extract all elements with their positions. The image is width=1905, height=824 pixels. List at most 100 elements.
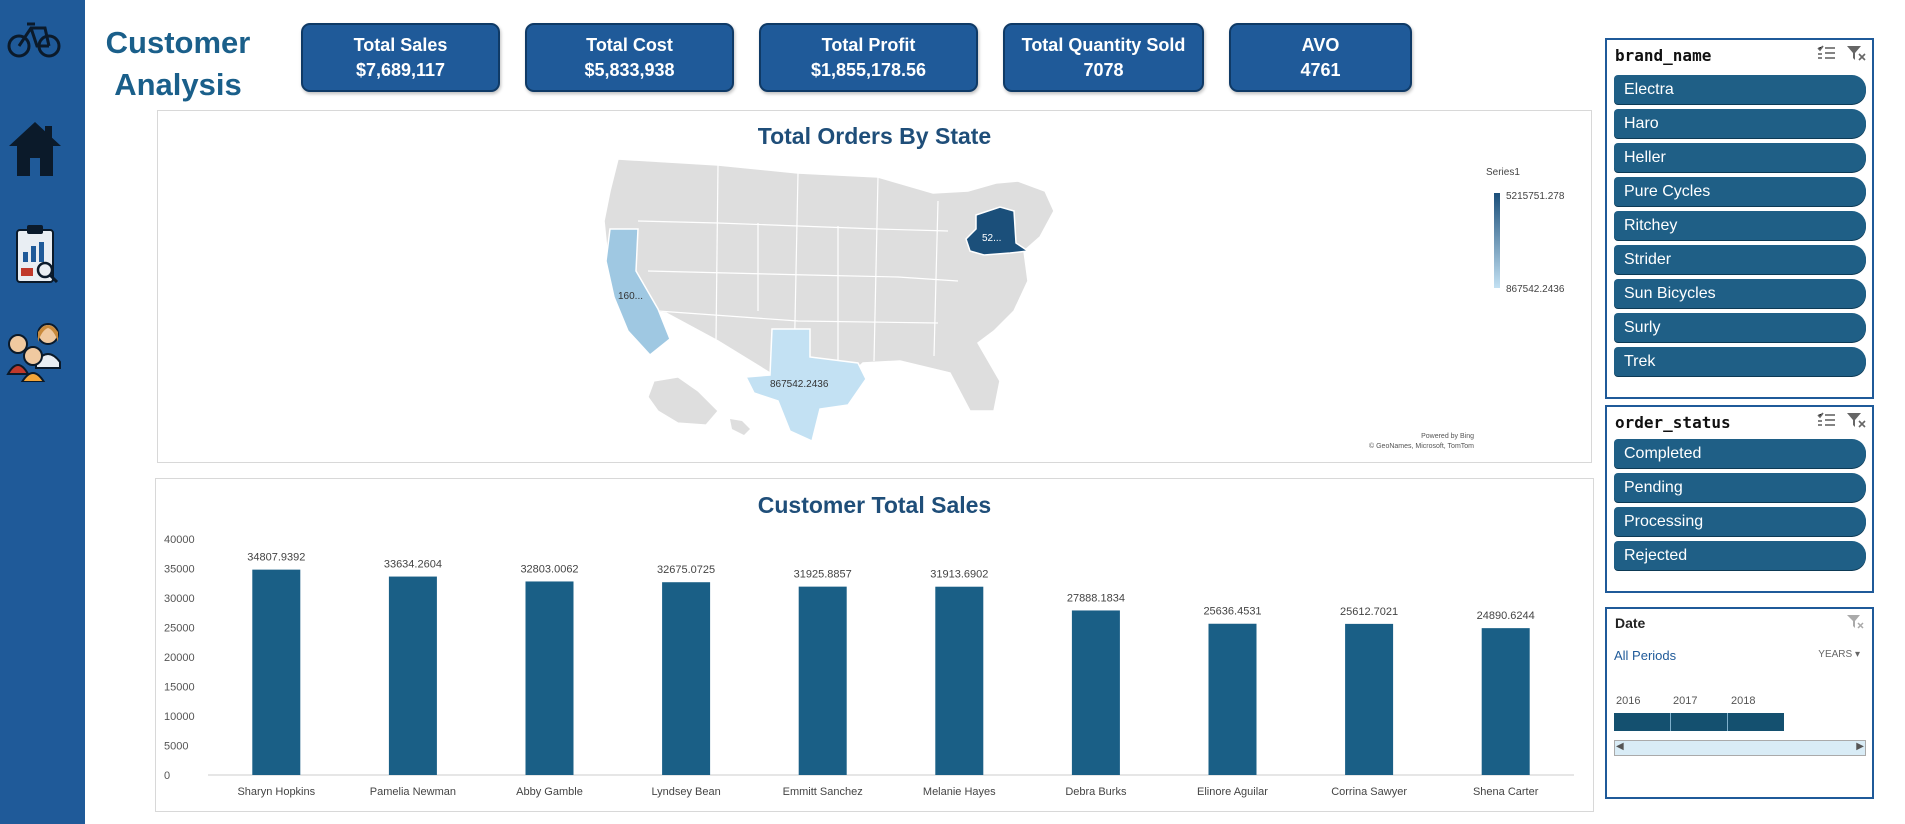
- year-label-2016: 2016: [1616, 695, 1641, 707]
- timeline-bar[interactable]: [1614, 713, 1784, 731]
- y-tick-label: 35000: [164, 564, 195, 576]
- multi-select-icon[interactable]: [1816, 412, 1836, 433]
- bar[interactable]: [798, 586, 847, 775]
- y-tick-label: 10000: [164, 711, 195, 723]
- map-panel[interactable]: Total Orders By State 52... 160... 86754…: [157, 110, 1592, 463]
- slicer-item-heller[interactable]: Heller: [1614, 143, 1866, 172]
- slicer-item-sun-bicycles[interactable]: Sun Bicycles: [1614, 279, 1866, 308]
- slicer-date-timeline[interactable]: Date All Periods YEARS ▾ 2016 2017 2018 …: [1605, 607, 1874, 799]
- clear-filter-icon[interactable]: [1846, 614, 1864, 635]
- date-period-label: All Periods: [1614, 648, 1677, 663]
- map-label-ny: 52...: [982, 233, 1001, 244]
- timeline-segment[interactable]: [1671, 713, 1728, 731]
- texas-shape: [744, 328, 867, 443]
- kpi-label: Total Cost: [586, 35, 673, 55]
- customer-sales-bar-chart[interactable]: 0 5000 10000 15000 20000 25000 30000 35000 40000…: [156, 479, 1595, 813]
- y-tick-label: 5000: [164, 741, 188, 753]
- date-slicer-title: Date: [1615, 615, 1646, 631]
- slicer-item-processing[interactable]: Processing: [1614, 507, 1866, 536]
- bar-value-label: 25636.4531: [1203, 606, 1261, 618]
- category-label: Corrina Sawyer: [1331, 786, 1407, 798]
- slicer-item-rejected[interactable]: Rejected: [1614, 541, 1866, 570]
- slicer-status-title: order_status: [1615, 413, 1731, 432]
- map-legend-min: 867542.2436: [1506, 284, 1565, 295]
- map-attribution-2: © GeoNames, Microsoft, TomTom: [1369, 442, 1474, 450]
- y-tick-label: 30000: [164, 593, 195, 605]
- y-tick-label: 25000: [164, 623, 195, 635]
- slicer-item-strider[interactable]: Strider: [1614, 245, 1866, 274]
- category-label: Sharyn Hopkins: [237, 786, 315, 798]
- alaska-shape: [647, 376, 719, 426]
- slicer-brand-name[interactable]: brand_name Electra Haro Heller Pure Cycles R…: [1605, 38, 1874, 399]
- bar[interactable]: [1208, 623, 1257, 775]
- page-title-line-2: Analysis: [114, 67, 242, 102]
- kpi-total-sales: Total Sales $7,689,117: [301, 23, 500, 92]
- home-icon[interactable]: [0, 118, 70, 180]
- page-title: Customer Analysis: [103, 22, 253, 106]
- bar[interactable]: [525, 581, 574, 775]
- slicer-order-status[interactable]: order_status Completed Pending Processing R…: [1605, 405, 1874, 593]
- us-map[interactable]: 52... 160... 867542.2436 Series1 5215751…: [158, 111, 1593, 464]
- report-icon[interactable]: [0, 222, 70, 288]
- bar-value-label: 33634.2604: [384, 559, 442, 571]
- timeline-scrollbar[interactable]: ◀ ▶: [1614, 740, 1866, 756]
- timeline-segment[interactable]: [1614, 713, 1671, 731]
- kpi-total-cost: Total Cost $5,833,938: [525, 23, 734, 92]
- kpi-avo: AVO 4761: [1229, 23, 1412, 92]
- date-unit-dropdown[interactable]: YEARS ▾: [1818, 649, 1860, 660]
- bar[interactable]: [1345, 623, 1394, 775]
- bar[interactable]: [1481, 628, 1530, 775]
- sales-chart-panel[interactable]: Customer Total Sales 0 5000 10000 15000 2000…: [155, 478, 1594, 812]
- kpi-value: 4761: [1300, 60, 1341, 80]
- bar-value-label: 31913.6902: [930, 569, 988, 581]
- slicer-item-pure-cycles[interactable]: Pure Cycles: [1614, 177, 1866, 206]
- bar[interactable]: [388, 576, 437, 775]
- kpi-value: 7078: [1083, 60, 1124, 80]
- chart-title: Customer Total Sales: [757, 492, 992, 518]
- kpi-value: $7,689,117: [355, 60, 446, 80]
- map-attribution-1: Powered by Bing: [1421, 433, 1474, 440]
- bar-value-label: 24890.6244: [1477, 610, 1535, 622]
- slicer-item-haro[interactable]: Haro: [1614, 109, 1866, 138]
- scroll-right-icon[interactable]: ▶: [1856, 741, 1864, 752]
- bar[interactable]: [252, 569, 301, 775]
- chevron-down-icon: ▾: [1854, 649, 1860, 660]
- slicer-item-completed[interactable]: Completed: [1614, 439, 1866, 468]
- multi-select-icon[interactable]: [1816, 45, 1836, 66]
- kpi-label: Total Quantity Sold: [1021, 35, 1186, 55]
- new-york-shape: [965, 206, 1031, 256]
- bar-value-label: 32675.0725: [657, 564, 715, 576]
- bike-logo-icon[interactable]: [0, 14, 70, 64]
- category-label: Melanie Hayes: [923, 786, 996, 798]
- page-title-line-1: Customer: [105, 25, 251, 60]
- bar[interactable]: [1071, 610, 1120, 775]
- map-legend-scale: [1494, 193, 1500, 288]
- y-tick-label: 15000: [164, 682, 195, 694]
- bar[interactable]: [935, 586, 984, 775]
- slicer-brand-title: brand_name: [1615, 46, 1712, 65]
- y-tick-label: 0: [164, 770, 170, 782]
- slicer-item-electra[interactable]: Electra: [1614, 75, 1866, 104]
- category-label: Emmitt Sanchez: [783, 786, 863, 798]
- slicer-item-pending[interactable]: Pending: [1614, 473, 1866, 502]
- bar[interactable]: [662, 582, 711, 775]
- slicer-item-ritchey[interactable]: Ritchey: [1614, 211, 1866, 240]
- bar-value-label: 27888.1834: [1067, 592, 1125, 604]
- timeline-segment[interactable]: [1728, 713, 1784, 731]
- kpi-total-profit: Total Profit $1,855,178.56: [759, 23, 978, 92]
- clear-filter-icon[interactable]: [1846, 45, 1866, 66]
- bar-value-label: 32803.0062: [520, 563, 578, 575]
- scroll-left-icon[interactable]: ◀: [1616, 741, 1624, 752]
- y-tick-label: 40000: [164, 534, 195, 546]
- category-label: Elinore Aguilar: [1197, 786, 1268, 798]
- customers-icon[interactable]: [0, 316, 70, 382]
- bar-value-label: 34807.9392: [247, 552, 305, 564]
- clear-filter-icon[interactable]: [1846, 412, 1866, 433]
- bar-value-label: 31925.8857: [794, 569, 852, 581]
- sidebar: [0, 0, 85, 824]
- kpi-total-quantity-sold: Total Quantity Sold 7078: [1003, 23, 1204, 92]
- category-label: Abby Gamble: [516, 786, 583, 798]
- slicer-item-surly[interactable]: Surly: [1614, 313, 1866, 342]
- map-title: Total Orders By State: [757, 123, 992, 149]
- slicer-item-trek[interactable]: Trek: [1614, 347, 1866, 376]
